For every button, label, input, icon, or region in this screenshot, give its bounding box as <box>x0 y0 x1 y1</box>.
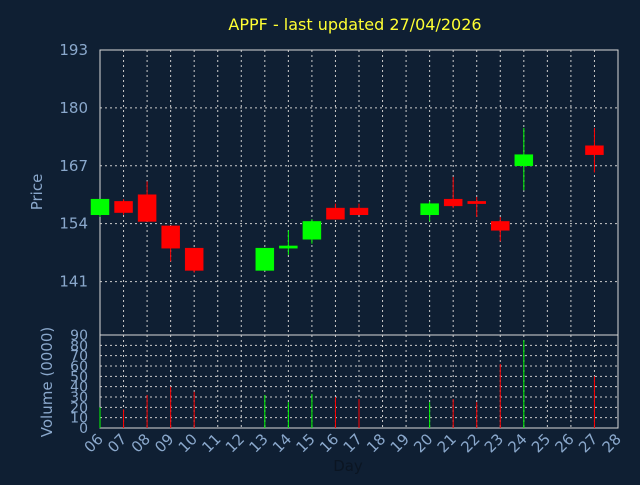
candle-body <box>326 207 345 220</box>
candle-body <box>491 221 510 231</box>
candle-body <box>585 145 604 155</box>
candle-body <box>255 247 275 271</box>
candle-body <box>302 221 322 240</box>
volume-tick-label: 90 <box>70 328 88 344</box>
candle-body <box>349 207 369 216</box>
candle-body <box>114 201 133 213</box>
price-tick-label: 193 <box>59 41 88 59</box>
volume-tick-label: 60 <box>70 359 88 375</box>
volume-axis-label: Volume (0000) <box>38 327 56 437</box>
price-tick-label: 167 <box>59 157 88 175</box>
candle-body <box>443 198 463 207</box>
candle-body <box>90 198 110 216</box>
volume-tick-label: 40 <box>70 380 88 396</box>
volume-tick-label: 0 <box>79 421 88 437</box>
volume-tick-label: 80 <box>70 338 88 354</box>
candle-body <box>514 154 534 167</box>
candle-body <box>467 201 486 204</box>
x-axis-label: Day <box>333 457 363 475</box>
price-panel: 141 154 167 180 193 <box>59 41 619 336</box>
candle-body <box>184 247 204 271</box>
volume-tick-label: 30 <box>70 390 88 406</box>
volume-tick-label: 50 <box>70 369 88 385</box>
candle-body <box>161 225 180 249</box>
volume-tick-label: 20 <box>70 400 88 416</box>
chart-title: APPF - last updated 27/04/2026 <box>228 15 481 34</box>
y-axis-label: Price <box>28 174 46 211</box>
volume-tick-label: 70 <box>70 349 88 365</box>
volume-tick-label: 10 <box>70 411 88 427</box>
candle-body <box>279 245 298 249</box>
price-tick-label: 141 <box>59 273 88 291</box>
candle-body <box>137 194 157 222</box>
candle-body <box>420 203 439 216</box>
price-tick-label: 154 <box>59 215 88 233</box>
price-tick-label: 180 <box>59 99 88 117</box>
